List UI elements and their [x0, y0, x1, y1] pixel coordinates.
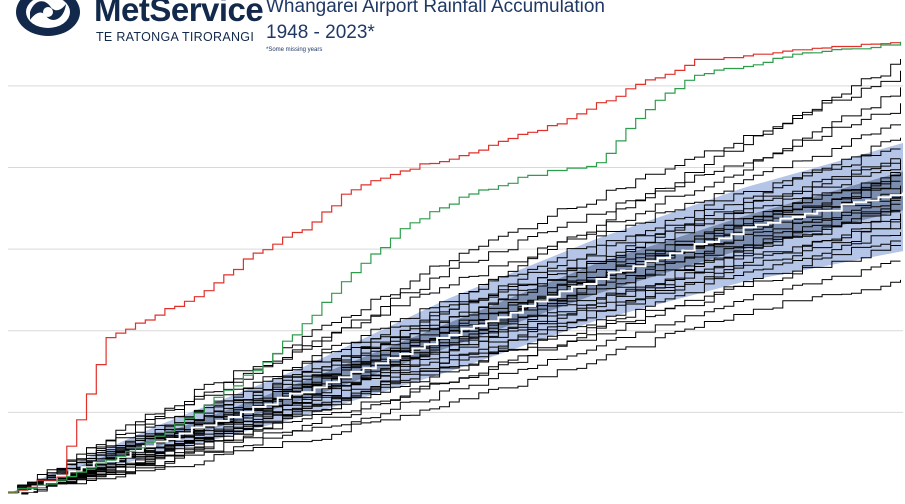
median-line: [8, 192, 904, 495]
year-series-line: [8, 103, 901, 495]
year-series-line: [8, 158, 901, 495]
year-series-line: [8, 124, 901, 495]
year-series-line: [8, 87, 901, 495]
median-series-line: [8, 192, 904, 495]
year-series-line: [8, 199, 901, 495]
outer-percentile-band: [8, 143, 903, 494]
year-series-line: [8, 211, 901, 495]
year-series-line: [8, 219, 901, 495]
brand-name: MetService: [94, 0, 264, 28]
highlight-lines: [8, 41, 902, 494]
header: MetService TE RATONGA TIRORANGI Whangare…: [0, 0, 905, 62]
metservice-logo[interactable]: MetService TE RATONGA TIRORANGI: [14, 0, 264, 48]
year-series-line: [8, 70, 901, 495]
chart-subtitle: 1948 - 2023*: [266, 22, 375, 43]
record-high-year-line: [8, 42, 901, 493]
chart-footnote: *Some missing years: [266, 47, 323, 53]
metservice-swirl-logo-icon: [16, 0, 80, 36]
chart-title: Whangarei Airport Rainfall Accumulation: [266, 0, 606, 17]
current-year-line: [8, 41, 902, 494]
brand-subtitle: TE RATONGA TIRORANGI: [96, 30, 255, 44]
year-series-line: [8, 240, 901, 495]
year-series-line: [8, 260, 901, 495]
year-series-line: [8, 148, 901, 495]
